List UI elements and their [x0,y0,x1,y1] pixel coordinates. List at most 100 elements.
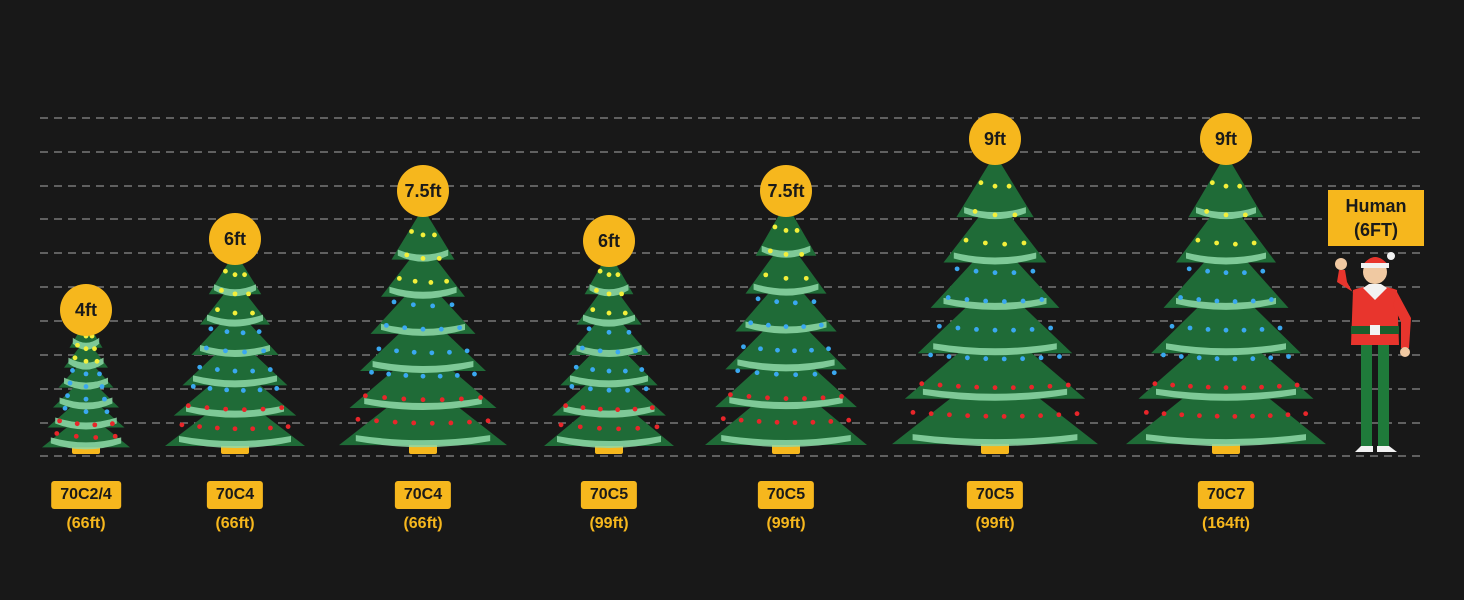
tree-light [459,396,464,402]
height-badge: 9ft [1200,113,1252,165]
tree-light [590,307,596,313]
tree-snow-band [912,434,1078,447]
cable-length-label: (66ft) [403,515,443,532]
tree-light [1259,384,1264,390]
tree-light [606,272,612,278]
tree-light [974,326,979,332]
tree-light [964,355,970,361]
tree-light [794,228,800,233]
tree-light [1260,268,1266,274]
height-badge-circle [60,284,112,336]
tree-light [224,329,230,335]
tree-light [792,300,798,306]
tree-light [1242,270,1247,276]
tree-snow-band [179,436,291,449]
tree-light [374,418,379,424]
tree-tier [544,392,674,447]
tree-light [240,388,246,393]
tree-snow-band [1186,252,1266,265]
tree-light [404,252,410,258]
height-badge-circle [969,113,1021,165]
tree-light [420,373,426,379]
tree-light [1285,412,1291,418]
tree-light [758,346,763,352]
tree-light [763,272,769,278]
tree-light [1057,354,1062,359]
tree-light [622,368,628,374]
tree-light [472,371,477,377]
tree-light [214,425,220,431]
tree-light [99,384,105,389]
tree-light [1241,385,1247,391]
tree-light [447,349,452,355]
tree-light [232,272,238,278]
tree-light [1170,382,1176,388]
tree-2 [165,247,305,454]
tree-snow-band [953,252,1037,265]
tree-light [1250,356,1256,362]
tree-light [429,350,435,356]
height-badge-circle [760,165,812,217]
tree-light [720,416,726,422]
cable-length-label: (99ft) [589,515,629,532]
tree-light [83,396,89,402]
tree-light [910,410,916,415]
tree-light [1232,299,1238,304]
tree-light [223,406,229,412]
tree-light [748,320,754,326]
tree-light [190,384,196,389]
tree-light [448,420,454,426]
tree-light [1039,297,1045,302]
tree-light [92,422,98,428]
tree-light [232,310,238,316]
tree-light [765,395,770,401]
tree-light [947,412,952,418]
tree-light [1205,268,1210,274]
tree-light [75,342,80,348]
tree-light [580,345,585,351]
tree-light [1205,326,1211,332]
tree-light [735,368,741,374]
tree-light [1209,180,1215,186]
model-label: 70C5 [757,481,815,509]
tree-tier [42,412,130,448]
tree-light [432,232,437,238]
tree-light [355,416,361,422]
tree-light [1006,183,1012,189]
tree-light [391,299,397,305]
tree-light [411,420,417,426]
human-label-line2: (6FT) [1354,220,1398,240]
tree-tier [1126,363,1326,445]
height-badge-text: 9ft [1215,129,1237,149]
tree-light [457,325,463,331]
tree-light [818,322,824,328]
tree-light [793,372,799,378]
tree-light [279,405,285,411]
tree-light [558,422,564,428]
tree-light [224,387,230,393]
tree-light [812,371,818,377]
tree-light [260,406,266,412]
tree-light [1001,414,1007,419]
tree-light [928,411,934,417]
tree-light [402,325,408,331]
tree-light [197,424,203,429]
tree-light [369,369,374,375]
tree-light [62,405,68,411]
tree-light [1276,383,1282,389]
human-label-line1: Human [1345,196,1407,216]
tree-light [643,386,649,392]
tree-light [1250,298,1256,304]
tree-light [382,395,387,400]
tree-light [1232,414,1238,419]
tree-light [1286,354,1291,359]
tree-light [268,425,273,431]
tree-6 [892,149,1098,454]
cable-length-label: (66ft) [66,515,106,532]
tree-light [179,422,185,428]
tree-light [83,346,89,352]
tree-snow-band [737,359,835,372]
tree-tier [904,321,1086,399]
height-badge: 7.5ft [397,165,449,217]
